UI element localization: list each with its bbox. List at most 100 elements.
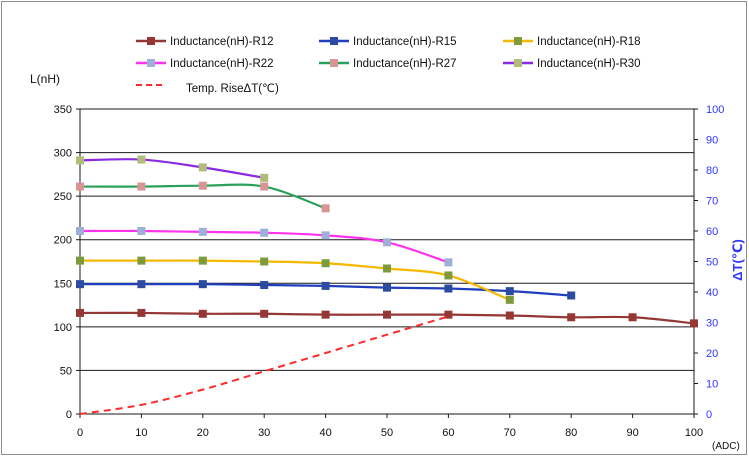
- legend-label: Inductance(nH)-R15: [353, 36, 457, 48]
- data-point: [505, 311, 514, 320]
- data-point: [137, 182, 146, 191]
- x-tick-label: 40: [319, 427, 331, 439]
- data-point: [137, 256, 146, 265]
- data-point: [444, 271, 453, 280]
- x-tick-label: 90: [626, 427, 638, 439]
- data-point: [137, 155, 146, 164]
- data-point: [444, 284, 453, 293]
- data-point: [444, 258, 453, 267]
- y-tick-label: 0: [66, 409, 72, 421]
- y-tick-label: 200: [54, 235, 72, 247]
- series-layer: [76, 155, 698, 415]
- x-tick-label: 70: [504, 427, 516, 439]
- data-point: [444, 310, 453, 319]
- x-tick-label: 80: [565, 427, 577, 439]
- data-point: [690, 319, 698, 328]
- legend-item: Inductance(nH)-R30: [503, 58, 641, 70]
- y-tick-label: 100: [54, 322, 72, 334]
- data-point: [198, 256, 207, 265]
- legend-label: Inductance(nH)-R30: [537, 58, 641, 70]
- y-axis-label: L(nH): [30, 72, 60, 86]
- y2-tick-label: 70: [706, 196, 718, 208]
- y2-tick-label: 60: [706, 226, 718, 238]
- y2-tick-label: 30: [706, 318, 718, 330]
- legend-marker: [514, 59, 522, 67]
- data-point: [321, 281, 330, 290]
- data-point: [198, 163, 207, 172]
- legend-item: Inductance(nH)-R18: [503, 36, 641, 48]
- legend-item: Inductance(nH)-R12: [136, 36, 274, 48]
- data-point: [321, 231, 330, 240]
- data-point: [321, 310, 330, 319]
- y2-tick-label: 100: [706, 104, 724, 116]
- data-point: [505, 287, 514, 296]
- y2-tick-label: 0: [706, 409, 712, 421]
- data-point: [383, 283, 391, 292]
- y2-tick-label: 50: [706, 257, 718, 269]
- legend-marker: [147, 59, 155, 67]
- x-tick-label: 20: [197, 427, 209, 439]
- x-tick-label: 60: [442, 427, 454, 439]
- data-point: [383, 238, 391, 247]
- legend-item: Inductance(nH)-R27: [319, 58, 457, 70]
- data-point: [567, 291, 576, 300]
- x-tick-label: 0: [77, 427, 83, 439]
- data-point: [260, 173, 269, 182]
- data-point: [76, 156, 84, 165]
- data-point: [383, 264, 391, 273]
- data-point: [198, 181, 207, 190]
- data-point: [628, 313, 637, 322]
- legend-marker: [330, 37, 338, 45]
- data-point: [383, 310, 391, 319]
- series-line-6: [79, 158, 265, 179]
- y-tick-label: 50: [60, 365, 72, 377]
- x-tick-label: 30: [258, 427, 270, 439]
- data-point: [198, 280, 207, 289]
- data-point: [137, 308, 146, 317]
- data-point: [260, 257, 269, 266]
- data-point: [76, 227, 84, 235]
- y2-tick-label: 10: [706, 379, 718, 391]
- x-axis-unit: (ADC): [712, 441, 740, 452]
- legend-label: Temp. RiseΔT(℃): [186, 83, 279, 95]
- data-point: [76, 256, 84, 265]
- legend-item: Inductance(nH)-R22: [136, 58, 274, 70]
- data-point: [505, 295, 514, 304]
- legend: Inductance(nH)-R12 Inductance(nH)-R15 Indu…: [136, 36, 641, 95]
- legend-label: Inductance(nH)-R12: [170, 36, 274, 48]
- legend-label: Inductance(nH)-R22: [170, 58, 274, 70]
- legend-marker: [330, 59, 338, 67]
- y-tick-label: 300: [54, 148, 72, 160]
- legend-label: Inductance(nH)-R18: [537, 36, 641, 48]
- y2-tick-label: 80: [706, 165, 718, 177]
- legend-marker: [147, 37, 155, 45]
- data-point: [260, 228, 269, 237]
- data-point: [567, 313, 576, 322]
- y2-axis-label: ΔT(℃): [730, 239, 745, 281]
- y-tick-label: 350: [54, 104, 72, 116]
- data-point: [321, 259, 330, 268]
- data-point: [76, 308, 84, 317]
- x-tick-label: 50: [381, 427, 393, 439]
- data-point: [137, 280, 146, 289]
- data-point: [76, 182, 84, 191]
- x-tick-label: 100: [685, 427, 703, 439]
- data-point: [76, 280, 84, 289]
- x-tick-label: 10: [135, 427, 147, 439]
- legend-marker: [514, 37, 522, 45]
- legend-item: Temp. RiseΔT(℃): [136, 83, 279, 95]
- y2-tick-label: 20: [706, 348, 718, 360]
- data-point: [260, 309, 269, 318]
- y-tick-label: 150: [54, 278, 72, 290]
- data-point: [198, 309, 207, 318]
- data-point: [137, 227, 146, 235]
- y2-tick-label: 90: [706, 135, 718, 147]
- data-point: [198, 227, 207, 236]
- data-point: [260, 281, 269, 290]
- y-tick-label: 250: [54, 191, 72, 203]
- temp-rise-line: [79, 315, 449, 415]
- legend-label: Inductance(nH)-R27: [353, 58, 457, 70]
